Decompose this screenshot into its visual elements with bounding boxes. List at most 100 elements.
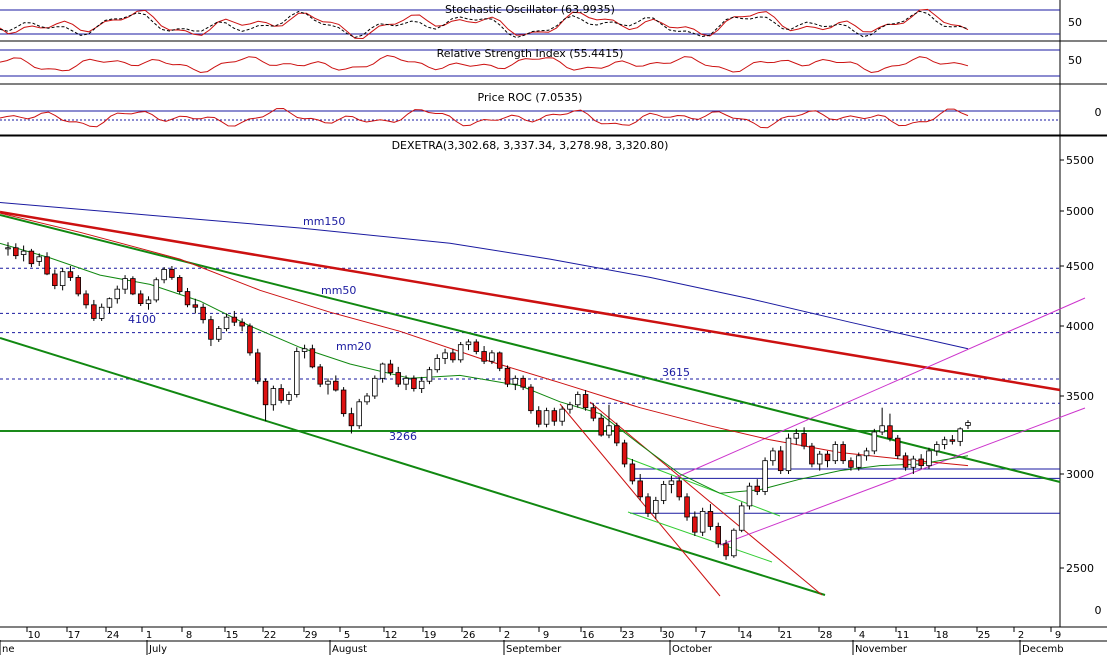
candle-body xyxy=(457,344,464,361)
candle-body xyxy=(200,306,206,321)
candle-body xyxy=(215,328,222,340)
candle-body xyxy=(301,348,308,352)
candle-body xyxy=(926,450,932,467)
candle-body xyxy=(176,277,183,292)
month-label: September xyxy=(506,644,562,655)
date-tick-label: 1 xyxy=(146,630,152,641)
price-tick-label: 5000 xyxy=(1066,205,1094,218)
candle-body xyxy=(145,299,152,304)
candle-body xyxy=(20,250,27,255)
candle-body xyxy=(621,442,628,465)
roc-line xyxy=(0,107,969,129)
candle-body xyxy=(863,450,870,457)
month-label: October xyxy=(672,644,713,655)
candle-body xyxy=(356,401,362,427)
candlesticks xyxy=(5,242,971,560)
date-tick-label: 12 xyxy=(385,630,398,641)
date-tick-label: 11 xyxy=(897,630,910,641)
date-tick-label: 2 xyxy=(504,630,510,641)
candle-body xyxy=(707,511,714,527)
candle-body xyxy=(832,444,839,462)
candle-body xyxy=(809,445,815,465)
stochastic-line xyxy=(0,8,969,40)
candle-body xyxy=(36,256,42,262)
trendline xyxy=(589,401,823,596)
annotation-mm20: mm20 xyxy=(336,340,371,353)
candle-body xyxy=(59,271,66,287)
candle-body xyxy=(614,425,620,444)
candle-body xyxy=(317,366,323,385)
candle-body xyxy=(699,511,706,533)
date-tick-label: 15 xyxy=(226,630,239,641)
candle-body xyxy=(848,460,854,468)
candle-body xyxy=(575,394,581,406)
chart-title: DEXETRA(3,302.68, 3,337.34, 3,278.98, 3,… xyxy=(392,139,669,152)
candle-body xyxy=(208,319,214,340)
date-tick-label: 9 xyxy=(543,630,549,641)
candle-body xyxy=(496,352,503,369)
date-tick-label: 7 xyxy=(700,630,706,641)
moving-average-mm150 xyxy=(0,202,969,350)
candle-body xyxy=(473,341,480,352)
date-tick-label: 14 xyxy=(740,630,753,641)
moving-averages xyxy=(0,202,969,494)
candle-body xyxy=(559,408,565,422)
date-tick-label: 22 xyxy=(264,630,277,641)
candle-body xyxy=(223,316,230,330)
candle-body xyxy=(270,388,277,406)
candle-body xyxy=(465,341,472,346)
candle-body xyxy=(762,460,768,492)
candle-body xyxy=(887,425,893,439)
candle-body xyxy=(637,480,643,498)
candle-body xyxy=(411,377,417,389)
candle-body xyxy=(114,288,121,300)
candle-body xyxy=(309,348,316,368)
candle-body xyxy=(871,431,878,452)
price-tick-label: 5500 xyxy=(1066,154,1094,167)
candle-body xyxy=(161,269,167,281)
price-tick-label: 3500 xyxy=(1066,390,1094,403)
candle-body xyxy=(543,410,550,425)
candle-body xyxy=(816,453,823,465)
candle-body xyxy=(582,394,589,409)
candle-body xyxy=(777,450,784,472)
candle-body xyxy=(684,496,690,518)
candle-body xyxy=(75,277,81,295)
candle-body xyxy=(403,377,409,385)
stochastic-signal-line xyxy=(0,10,969,39)
date-tick-label: 25 xyxy=(978,630,991,641)
month-label: November xyxy=(855,644,908,655)
date-tick-label: 18 xyxy=(936,630,949,641)
candle-body xyxy=(137,293,144,304)
candle-body xyxy=(481,351,487,362)
trendlines xyxy=(0,210,1086,597)
candle-body xyxy=(372,377,378,397)
trendline xyxy=(674,297,1086,479)
date-tick-label: 8 xyxy=(186,630,192,641)
date-tick-label: 24 xyxy=(107,630,120,641)
candle-body xyxy=(840,444,846,462)
candle-body xyxy=(247,325,253,354)
candle-body xyxy=(442,352,448,359)
candle-body xyxy=(590,407,597,419)
candle-body xyxy=(606,425,612,436)
date-tick-label: 29 xyxy=(305,630,318,641)
month-label: August xyxy=(332,644,367,655)
labels: DEXETRA(3,302.68, 3,337.34, 3,278.98, 3,… xyxy=(128,3,1102,617)
moving-average-mm50 xyxy=(0,212,969,467)
candle-body xyxy=(793,433,800,439)
date-tick-label: 17 xyxy=(68,630,81,641)
candle-body xyxy=(660,484,667,501)
trendline xyxy=(0,337,826,596)
bottom-axis-zero: 0 xyxy=(1095,604,1102,617)
candle-body xyxy=(910,458,917,468)
candle-body xyxy=(184,291,191,306)
date-tick-label: 2 xyxy=(1018,630,1024,641)
trendline xyxy=(621,455,781,517)
candle-body xyxy=(379,363,386,379)
candle-body xyxy=(567,404,573,410)
candle-body xyxy=(426,369,433,382)
price-tick-label: 2500 xyxy=(1066,562,1094,575)
